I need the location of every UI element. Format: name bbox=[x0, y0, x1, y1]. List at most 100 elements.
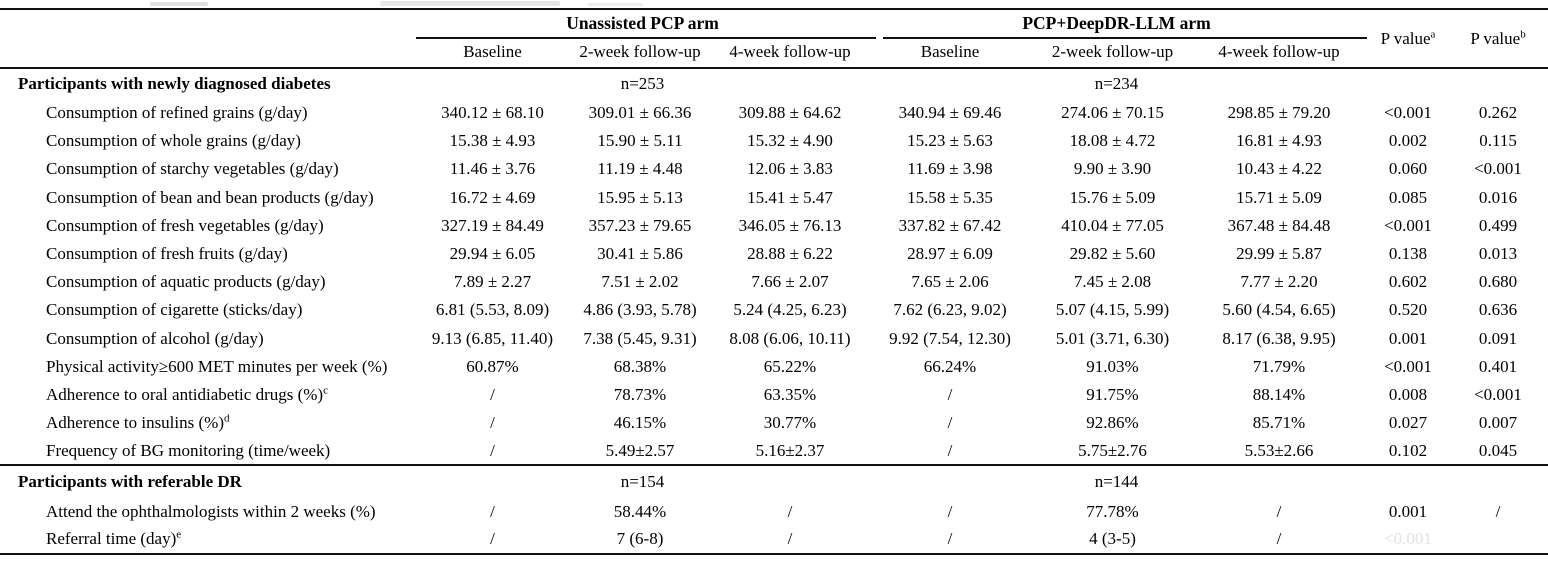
pvalue-b-cell: <0.001 bbox=[1474, 384, 1522, 404]
pvalue-a-cell: <0.001 bbox=[1384, 103, 1432, 123]
deepdr-baseline-cell: 340.94 ± 69.46 bbox=[898, 103, 1002, 123]
row-label-text: Referral time (day) bbox=[46, 529, 177, 549]
pvalue-b-cell bbox=[1448, 464, 1548, 498]
subheader-deepdr-4week: 4-week follow-up bbox=[1190, 37, 1369, 69]
unassisted-4week-cell: / bbox=[787, 529, 793, 549]
deepdr-baseline-cell: / bbox=[947, 413, 953, 433]
table-row: Attend the ophthalmologists within 2 wee… bbox=[0, 497, 1548, 525]
unassisted-baseline-cell: 60.87% bbox=[466, 356, 519, 376]
section-header-row: Participants with referable DR n=154 n=144 bbox=[0, 464, 1548, 498]
unassisted-4week-cell: 30.77% bbox=[763, 413, 817, 433]
section-header-row: Participants with newly diagnosed diabet… bbox=[0, 68, 1548, 99]
row-label: Consumption of fresh fruits (g/day) bbox=[0, 240, 420, 268]
unassisted-baseline-cell: 15.38 ± 4.93 bbox=[449, 131, 536, 151]
deepdr-2week-cell: 18.08 ± 4.72 bbox=[1069, 131, 1156, 151]
deepdr-2week-cell: 4 (3-5) bbox=[1089, 529, 1136, 549]
row-label: Consumption of cigarette (sticks/day) bbox=[0, 296, 420, 324]
row-label-text: Consumption of fresh fruits (g/day) bbox=[46, 244, 288, 264]
unassisted-2week-cell: 7 (6-8) bbox=[616, 529, 664, 549]
unassisted-4week-cell: 15.41 ± 5.47 bbox=[747, 187, 833, 207]
pvalue-a-cell: 0.060 bbox=[1388, 159, 1428, 179]
subheader-unassisted-baseline: Baseline bbox=[420, 37, 565, 69]
unassisted-baseline-cell: 9.13 (6.85, 11.40) bbox=[431, 328, 554, 348]
deepdr-baseline-cell: 15.23 ± 5.63 bbox=[907, 131, 993, 151]
pvalue-b-cell: 0.262 bbox=[1478, 103, 1518, 123]
deepdr-2week-cell: 274.06 ± 70.15 bbox=[1061, 103, 1164, 123]
pvalue-b-cell bbox=[1448, 526, 1548, 554]
artifact-smudge bbox=[380, 1, 560, 6]
subheader-unassisted-4week: 4-week follow-up bbox=[715, 37, 866, 69]
row-label: Consumption of fresh vegetables (g/day) bbox=[0, 212, 420, 240]
pvalue-b-cell: 0.401 bbox=[1478, 356, 1518, 376]
deepdr-4week-cell: 367.48 ± 84.48 bbox=[1227, 215, 1331, 235]
unassisted-4week-cell: 63.35% bbox=[763, 384, 817, 404]
unassisted-4week-cell: / bbox=[787, 501, 793, 521]
table-row: Consumption of bean and bean products (g… bbox=[0, 184, 1548, 212]
pvalue-b-cell bbox=[1448, 68, 1548, 99]
deepdr-baseline-cell: 7.62 (6.23, 9.02) bbox=[893, 300, 1007, 320]
unassisted-4week-cell: 309.88 ± 64.62 bbox=[738, 103, 842, 123]
row-label: Attend the ophthalmologists within 2 wee… bbox=[0, 497, 420, 525]
row-label-text: Consumption of cigarette (sticks/day) bbox=[46, 300, 303, 320]
table-row: Frequency of BG monitoring (time/week) / 5… bbox=[0, 437, 1548, 465]
unassisted-2week-cell: 11.19 ± 4.48 bbox=[597, 159, 683, 179]
pvalue-a-column-header: P valuea bbox=[1368, 9, 1449, 69]
row-label: Adherence to insulins (%)d bbox=[0, 409, 420, 437]
deepdr-2week-cell: 91.03% bbox=[1086, 356, 1139, 376]
deepdr-4week-cell: 71.79% bbox=[1252, 356, 1306, 376]
unassisted-baseline-cell: 7.89 ± 2.27 bbox=[453, 272, 532, 292]
table-row: Consumption of whole grains (g/day) 15.38… bbox=[0, 127, 1548, 155]
unassisted-2week-cell: 7.38 (5.45, 9.31) bbox=[583, 328, 697, 348]
unassisted-2week-cell: 4.86 (3.93, 5.78) bbox=[583, 300, 697, 320]
unassisted-baseline-cell: 29.94 ± 6.05 bbox=[449, 244, 536, 264]
deepdr-arm-underline bbox=[883, 37, 1367, 39]
unassisted-2week-cell: 309.01 ± 66.36 bbox=[588, 103, 692, 123]
deepdr-baseline-cell: / bbox=[947, 440, 953, 460]
deepdr-baseline-cell: / bbox=[947, 384, 953, 404]
row-label-text: Attend the ophthalmologists within 2 wee… bbox=[46, 501, 376, 521]
unassisted-4week-cell: 8.08 (6.06, 10.11) bbox=[729, 328, 851, 348]
deepdr-4week-cell: 5.60 (4.54, 6.65) bbox=[1222, 300, 1336, 320]
pvalue-b-cell: / bbox=[1495, 501, 1501, 521]
pvalue-b-cell: 0.045 bbox=[1478, 440, 1518, 460]
subheader-deepdr-baseline: Baseline bbox=[865, 37, 1036, 69]
pvalue-b-cell: 0.091 bbox=[1478, 328, 1518, 348]
unassisted-2week-cell: 15.90 ± 5.11 bbox=[597, 131, 683, 151]
deepdr-2week-cell: 5.01 (3.71, 6.30) bbox=[1055, 328, 1170, 348]
table-row: Adherence to oral antidiabetic drugs (%)… bbox=[0, 381, 1548, 409]
row-label-text: Consumption of alcohol (g/day) bbox=[46, 328, 264, 348]
pvalue-b-label: P value bbox=[1470, 28, 1521, 48]
group-n-left: n=154 bbox=[420, 464, 866, 498]
table-row: Referral time (day)e / 7 (6-8) / / 4 (3-5) / <0… bbox=[0, 526, 1548, 554]
unassisted-2week-cell: 7.51 ± 2.02 bbox=[601, 272, 679, 292]
unassisted-2week-cell: 30.41 ± 5.86 bbox=[597, 244, 683, 264]
deepdr-4week-cell: 16.81 ± 4.93 bbox=[1236, 131, 1322, 151]
artifact-smudge bbox=[150, 2, 208, 6]
pvalue-b-cell: 0.013 bbox=[1478, 244, 1518, 264]
unassisted-2week-cell: 357.23 ± 79.65 bbox=[588, 215, 692, 235]
unassisted-4week-cell: 346.05 ± 76.13 bbox=[738, 215, 842, 235]
unassisted-4week-cell: 12.06 ± 3.83 bbox=[747, 159, 833, 179]
row-label-column-header bbox=[0, 9, 420, 69]
deepdr-4week-cell: / bbox=[1276, 529, 1282, 549]
table-row: Consumption of cigarette (sticks/day) 6.8… bbox=[0, 296, 1548, 324]
deepdr-2week-cell: 410.04 ± 77.05 bbox=[1061, 215, 1164, 235]
unassisted-baseline-cell: / bbox=[490, 440, 495, 460]
deepdr-baseline-cell: 337.82 ± 67.42 bbox=[898, 215, 1002, 235]
pvalue-a-cell: 0.002 bbox=[1388, 131, 1428, 151]
row-label-text: Consumption of bean and bean products (g… bbox=[46, 187, 374, 207]
deepdr-2week-cell: 77.78% bbox=[1086, 501, 1139, 521]
unassisted-4week-cell: 15.32 ± 4.90 bbox=[747, 131, 833, 151]
deepdr-baseline-cell: / bbox=[947, 501, 953, 521]
deepdr-2week-cell: 7.45 ± 2.08 bbox=[1073, 272, 1152, 292]
deepdr-4week-cell: / bbox=[1276, 501, 1282, 521]
deepdr-baseline-cell: 15.58 ± 5.35 bbox=[907, 187, 993, 207]
unassisted-baseline-cell: 340.12 ± 68.10 bbox=[441, 103, 544, 123]
row-label: Frequency of BG monitoring (time/week) bbox=[0, 437, 420, 465]
row-label: Consumption of aquatic products (g/day) bbox=[0, 268, 420, 296]
group-n-right: n=144 bbox=[865, 464, 1369, 498]
artifact-smudge bbox=[588, 3, 643, 6]
pvalue-b-cell: 0.115 bbox=[1479, 131, 1517, 151]
unassisted-2week-cell: 46.15% bbox=[613, 413, 667, 433]
table-body: Participants with newly diagnosed diabet… bbox=[0, 68, 1548, 554]
